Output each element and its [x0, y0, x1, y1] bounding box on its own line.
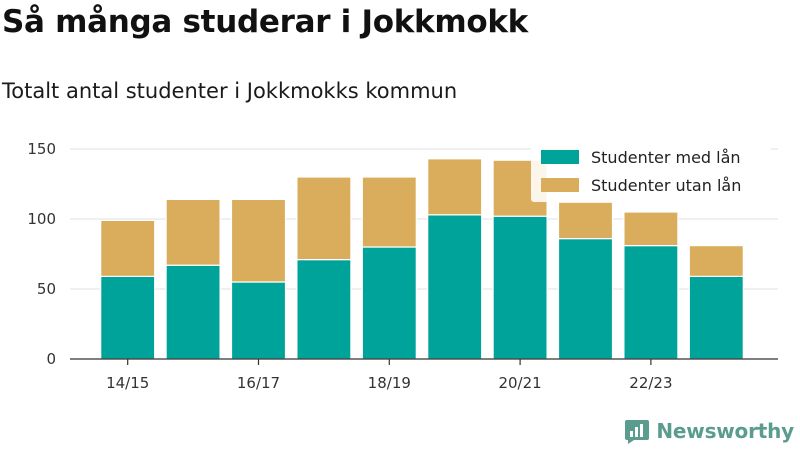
bar-without-loan	[427, 158, 483, 216]
y-tick-label: 100	[27, 210, 56, 228]
bar-with-loan	[296, 259, 352, 360]
newsworthy-icon	[625, 420, 650, 444]
legend-swatch-without-loan	[541, 178, 579, 192]
brand-name: Newsworthy	[656, 419, 794, 443]
y-tick-label: 0	[46, 350, 56, 368]
y-axis: 0 50 100 150	[27, 140, 56, 368]
brand-logo[interactable]: Newsworthy	[624, 418, 794, 444]
bar-with-loan	[230, 281, 287, 360]
chart-title: Så många studerar i Jokkmokk	[2, 4, 528, 40]
bar-with-loan	[492, 215, 548, 360]
bar-with-loan	[165, 264, 221, 360]
legend-item-without-loan: Studenter utan lån	[541, 175, 741, 195]
bars	[100, 158, 744, 360]
legend-item-with-loan: Studenter med lån	[541, 147, 741, 167]
x-tick-label: 20/21	[498, 374, 541, 392]
bar-without-loan	[623, 211, 679, 247]
bar-with-loan	[100, 275, 156, 360]
legend-label-with-loan: Studenter med lån	[591, 147, 741, 167]
bar-without-loan	[557, 201, 614, 240]
legend: Studenter med lån Studenter utan lån	[531, 138, 771, 202]
bar-with-loan	[688, 275, 744, 360]
y-tick-label: 50	[37, 280, 56, 298]
x-tick-label: 22/23	[629, 374, 672, 392]
bar-without-loan	[165, 198, 221, 266]
bar-without-loan	[230, 198, 287, 283]
bar-without-loan	[100, 219, 156, 277]
bar-without-loan	[361, 176, 417, 248]
x-tick-label: 18/19	[368, 374, 411, 392]
x-tick-label: 14/15	[106, 374, 149, 392]
chart-subtitle: Totalt antal studenter i Jokkmokks kommu…	[2, 79, 458, 103]
x-tick-label: 16/17	[237, 374, 280, 392]
bar-with-loan	[361, 246, 417, 360]
bar-with-loan	[427, 214, 483, 360]
x-axis: 14/15 16/17 18/19 20/21 22/23	[70, 358, 778, 392]
bar-with-loan	[623, 245, 679, 360]
legend-label-without-loan: Studenter utan lån	[591, 175, 742, 195]
legend-swatch-with-loan	[541, 150, 579, 164]
bar-with-loan	[557, 238, 614, 360]
bar-without-loan	[688, 245, 744, 278]
y-tick-label: 150	[27, 140, 56, 158]
bar-without-loan	[296, 176, 352, 261]
